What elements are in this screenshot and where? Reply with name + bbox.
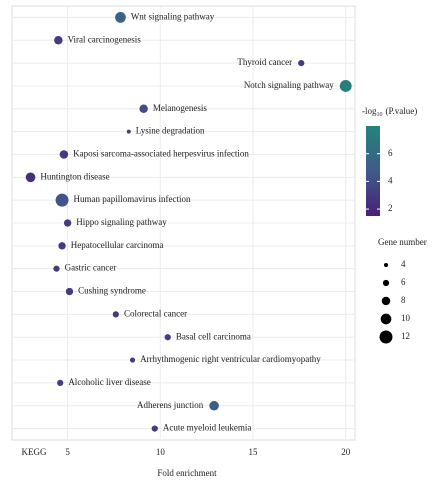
colorbar-tick-label: 4 — [388, 175, 393, 185]
colorbar-title-part: 10 — [377, 112, 383, 118]
bubble — [54, 36, 63, 45]
bubble — [126, 129, 131, 134]
bubble — [209, 400, 219, 411]
bubble — [63, 219, 72, 227]
bubble — [57, 379, 64, 387]
size-legend-label: 12 — [401, 331, 410, 341]
point-label: Basal cell carcinoma — [176, 331, 251, 341]
x-axis-label: Fold enrichment — [157, 468, 217, 478]
colorbar-tick-label: 2 — [388, 203, 393, 213]
bubble — [65, 287, 74, 296]
bubble — [139, 104, 148, 114]
bubble — [115, 12, 126, 23]
point-label: Adherens junction — [137, 400, 204, 410]
size-legend-label: 4 — [401, 259, 406, 269]
size-legend-marker — [382, 279, 390, 287]
colorbar-tick-label: 6 — [388, 148, 393, 158]
y-axis-label: KEGG — [22, 447, 47, 457]
point-label: Hepatocellular carcinoma — [71, 240, 164, 250]
point-label: Wnt signaling pathway — [131, 11, 215, 21]
point-label: Colorectal cancer — [124, 308, 187, 318]
point-label: Viral carcinogenesis — [68, 34, 142, 44]
point-label: Notch signaling pathway — [244, 80, 334, 90]
point-label: Kaposi sarcoma-associated herpesvirus in… — [73, 149, 249, 159]
size-legend-marker — [380, 313, 392, 325]
colorbar-title: -log10 (P.value) — [362, 106, 417, 118]
colorbar-title-part: -log — [362, 106, 377, 116]
point-label: Huntington disease — [40, 171, 109, 181]
point-label: Gastric cancer — [65, 263, 117, 273]
x-tick-label: 20 — [341, 447, 351, 457]
size-legend-title: Gene number — [378, 237, 427, 247]
bubble — [129, 357, 136, 363]
point-label: Acute myeloid leukemia — [163, 423, 251, 433]
point-label: Melanogenesis — [153, 103, 207, 113]
point-label: Alcoholic liver disease — [68, 377, 150, 387]
bubble — [55, 193, 69, 207]
bubble — [59, 150, 69, 159]
point-label: Lysine degradation — [136, 126, 205, 136]
bubble — [164, 334, 171, 341]
bubble — [151, 425, 158, 432]
bubble — [25, 172, 36, 183]
bubble — [298, 59, 305, 67]
colorbar — [366, 126, 380, 216]
point-label: Thyroid cancer — [237, 57, 292, 67]
bubble — [339, 80, 352, 92]
x-tick-label: 10 — [156, 447, 166, 457]
bubble — [58, 242, 66, 250]
size-legend-label: 10 — [401, 313, 411, 323]
bubble — [53, 265, 60, 272]
point-label: Cushing syndrome — [78, 286, 146, 296]
size-legend-marker — [379, 330, 393, 344]
bubble — [112, 311, 119, 318]
size-legend-marker — [381, 296, 391, 306]
size-legend-label: 8 — [401, 295, 406, 305]
size-legend-label: 6 — [401, 277, 406, 287]
point-label: Arrhythmogenic right ventricular cardiom… — [140, 354, 321, 364]
x-tick-label: 5 — [65, 447, 70, 457]
x-tick-label: 15 — [249, 447, 259, 457]
point-label: Human papillomavirus infection — [74, 194, 191, 204]
size-legend-marker — [384, 263, 388, 267]
colorbar-title-part: (P.value) — [386, 106, 418, 116]
point-label: Hippo signaling pathway — [76, 217, 167, 227]
